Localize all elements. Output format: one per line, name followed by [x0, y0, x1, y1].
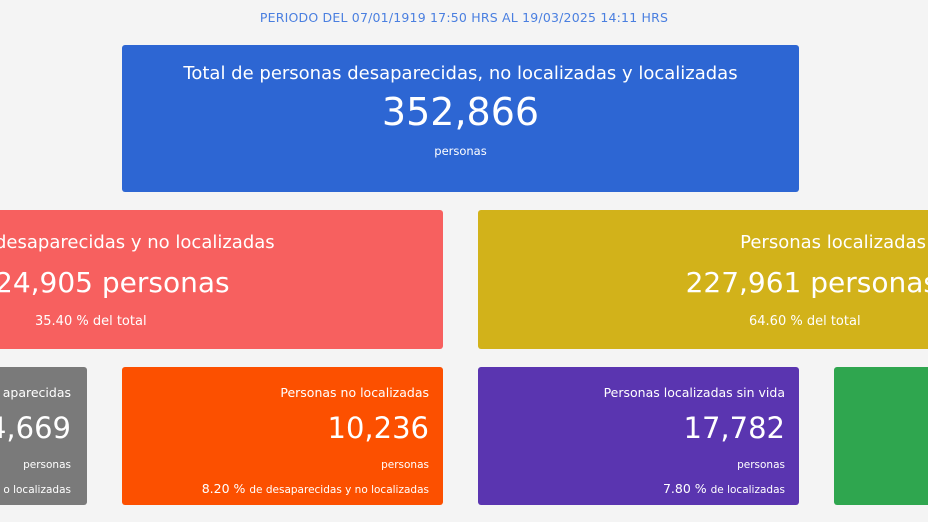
located-dead-pct: 7.80 % de localizadas [662, 481, 785, 496]
total-unit: personas [434, 144, 487, 158]
period-label: PERIODO DEL 07/01/1919 17:50 HRS AL 19/0… [259, 10, 669, 25]
total-card[interactable]: Total de personas desaparecidas, no loca… [122, 45, 799, 192]
total-title: Total de personas desaparecidas, no loca… [183, 63, 738, 84]
not-located-unit: personas [381, 459, 429, 471]
not-located-count: 10,236 [327, 411, 429, 445]
missing-count: 4,669 [0, 411, 71, 445]
missing-footer: o localizadas [3, 484, 71, 496]
located-dead-unit: personas [737, 459, 785, 471]
missing-not-located-pct: 35.40 % del total [35, 314, 147, 329]
missing-not-located-card[interactable]: desaparecidas y no localizadas 24,905 pe… [0, 210, 443, 349]
total-count: 352,866 [381, 90, 540, 134]
missing-title: aparecidas [2, 385, 71, 400]
not-located-card[interactable]: Personas no localizadas 10,236 personas … [122, 367, 443, 505]
located-dead-count: 17,782 [683, 411, 785, 445]
located-dead-title: Personas localizadas sin vida [603, 385, 785, 400]
missing-not-located-count: 24,905 personas [0, 266, 230, 299]
located-dead-card[interactable]: Personas localizadas sin vida 17,782 per… [478, 367, 799, 505]
missing-unit: personas [23, 459, 71, 471]
located-count: 227,961 personas [685, 266, 928, 299]
missing-card[interactable]: aparecidas 4,669 personas o localizadas [0, 367, 87, 505]
not-located-title: Personas no localizadas [280, 385, 429, 400]
located-alive-card[interactable] [834, 367, 928, 505]
located-pct: 64.60 % del total [749, 314, 861, 329]
located-card[interactable]: Personas localizadas 227,961 personas 64… [478, 210, 928, 349]
missing-not-located-title: desaparecidas y no localizadas [0, 232, 275, 253]
located-title: Personas localizadas [740, 232, 926, 253]
not-located-pct: 8.20 % de desaparecidas y no localizadas [201, 481, 429, 496]
